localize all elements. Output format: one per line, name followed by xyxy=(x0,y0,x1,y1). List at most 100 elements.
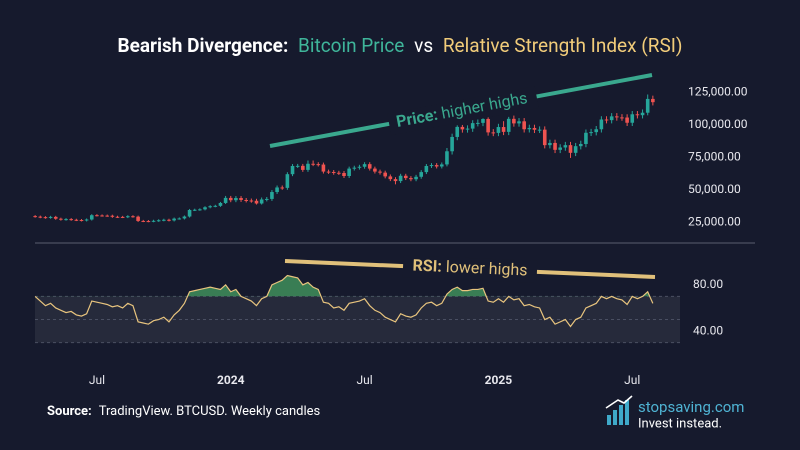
candle-body xyxy=(234,198,238,201)
candle-body xyxy=(203,207,207,210)
title-part: Relative Strength Index (RSI) xyxy=(443,34,683,57)
candle-body xyxy=(373,168,377,172)
candle-body xyxy=(542,129,547,146)
candle-body xyxy=(625,117,629,123)
rsi-band xyxy=(35,296,680,343)
candle-body xyxy=(218,202,223,206)
candle-body xyxy=(589,132,593,134)
candle-body xyxy=(640,112,645,116)
candle-body xyxy=(264,198,269,200)
candle-body xyxy=(362,164,367,167)
candle-body xyxy=(537,129,542,131)
candle-body xyxy=(84,219,89,221)
candle-body xyxy=(239,198,243,200)
candle-body xyxy=(506,118,511,132)
candle-body xyxy=(599,119,604,130)
candle-body xyxy=(110,215,115,217)
candle-body xyxy=(403,175,408,179)
overbought-fill xyxy=(187,275,650,297)
candle-body xyxy=(306,163,310,170)
candle-body xyxy=(295,165,300,167)
candle-body xyxy=(249,200,254,202)
candle-body xyxy=(347,168,351,177)
candle-body xyxy=(414,176,418,180)
candle-body xyxy=(651,98,655,103)
candle-body xyxy=(352,167,357,169)
candle-body xyxy=(357,166,362,168)
y-tick-label: 40.00 xyxy=(693,323,723,337)
candle-body xyxy=(527,127,532,130)
candle-body xyxy=(491,132,496,134)
candle-body xyxy=(578,143,583,147)
candle-body xyxy=(321,164,326,172)
candle-body xyxy=(445,151,449,165)
candle-body xyxy=(460,126,465,130)
title-part: Bitcoin Price xyxy=(298,34,404,57)
candle-body xyxy=(496,127,501,133)
candle-body xyxy=(64,219,68,221)
candle-body xyxy=(424,165,429,173)
source-label: Source: xyxy=(47,404,92,419)
candle-body xyxy=(120,216,125,218)
candle-body xyxy=(213,205,218,207)
candle-body xyxy=(131,216,135,218)
candle-body xyxy=(419,172,424,177)
brand: stopsaving.com xyxy=(638,398,744,416)
candle-body xyxy=(311,163,315,165)
candle-body xyxy=(59,218,63,220)
candle-body xyxy=(172,218,176,221)
candle-body xyxy=(481,118,485,123)
x-tick-label: Jul xyxy=(357,373,373,387)
y-tick-label: 50,000.00 xyxy=(688,182,741,196)
annotation-bold: RSI: xyxy=(412,256,442,276)
candle-body xyxy=(167,219,171,221)
candle-body xyxy=(69,219,73,221)
y-tick-label: 80.00 xyxy=(693,277,723,291)
x-tick-label: 2025 xyxy=(485,373,513,387)
candle-body xyxy=(558,147,562,150)
candle-body xyxy=(609,116,614,121)
candle-body xyxy=(48,216,53,218)
candle-body xyxy=(553,142,557,150)
candle-body xyxy=(156,220,161,222)
x-tick-label: Jul xyxy=(89,373,105,387)
candle-body xyxy=(517,121,521,124)
annotation-text: RSI: lower highs xyxy=(412,256,528,280)
candle-body xyxy=(388,176,393,180)
candle-body xyxy=(74,219,79,221)
candle-body xyxy=(326,171,331,173)
candle-body xyxy=(141,220,146,222)
candle-body xyxy=(393,179,398,182)
candle-body xyxy=(470,123,475,129)
candle-body xyxy=(259,199,264,204)
candle-body xyxy=(645,98,650,113)
candle-body xyxy=(301,165,305,170)
source: Source: TradingView. BTCUSD. Weekly cand… xyxy=(47,404,321,419)
candle-body xyxy=(33,216,37,218)
y-tick-label: 100,000.00 xyxy=(688,117,748,131)
candle-body xyxy=(43,217,48,219)
candle-body xyxy=(367,164,372,169)
y-tick-label: 75,000.00 xyxy=(688,149,741,163)
candle-body xyxy=(316,164,321,166)
candle-body xyxy=(450,136,454,152)
candle-body xyxy=(198,209,202,211)
candle-body xyxy=(290,165,295,175)
candle-body xyxy=(187,210,192,217)
candle-body xyxy=(208,206,212,208)
candle-body xyxy=(584,132,588,144)
tagline: Invest instead. xyxy=(638,416,722,431)
candle-body xyxy=(100,215,104,217)
candle-body xyxy=(331,171,336,173)
candle-body xyxy=(79,220,84,222)
candle-body xyxy=(280,187,285,189)
candle-body xyxy=(573,146,578,153)
chart-title: Bearish Divergence: Bitcoin Price vs Rel… xyxy=(117,34,682,57)
candle-body xyxy=(465,128,470,130)
candle-body xyxy=(126,216,130,218)
candle-body xyxy=(620,117,624,119)
candle-body xyxy=(548,142,552,146)
